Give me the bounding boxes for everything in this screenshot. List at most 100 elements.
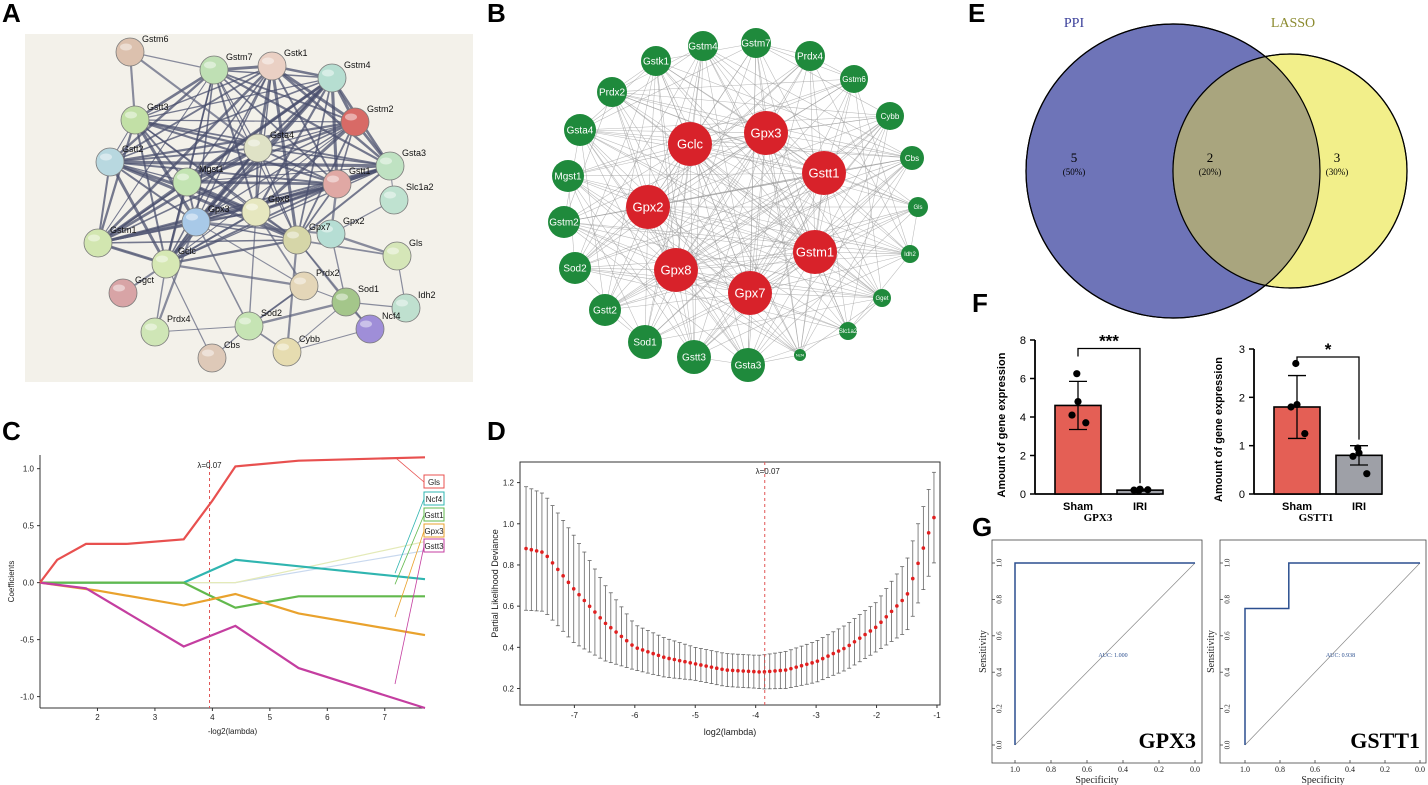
node-label-prdx4: Prdx4 <box>167 314 191 324</box>
node-label-ggct: Ggct <box>135 275 155 285</box>
y-tick-label: 0.4 <box>1224 667 1232 676</box>
gene-node-gstm2 <box>548 206 580 238</box>
y-tick-label: 0.2 <box>996 704 1004 713</box>
network-edge <box>702 45 751 294</box>
network-edge <box>165 211 257 265</box>
network-edge <box>655 60 801 356</box>
category-label-iri: IRI <box>1352 501 1366 513</box>
data-point <box>1074 398 1082 406</box>
x-tick-label: -3 <box>813 711 821 720</box>
data-point <box>1130 486 1138 494</box>
node-highlight <box>177 173 189 181</box>
x-tick-label: -5 <box>692 711 700 720</box>
deviance-point <box>910 576 915 581</box>
node-gsta4 <box>243 133 273 163</box>
deviance-point <box>783 668 788 672</box>
node-label-gstm2: Gstm2 <box>367 104 394 114</box>
network-edge <box>574 157 913 269</box>
gene-label-gstt2: Gstt2 <box>593 306 617 317</box>
network-edge <box>655 60 751 294</box>
gene-label-gsta4: Gsta4 <box>567 126 594 137</box>
network-edge <box>97 65 273 244</box>
deviance-point <box>545 554 550 559</box>
network-edge <box>655 60 677 271</box>
deviance-point <box>656 653 661 658</box>
node-cybb <box>272 337 302 367</box>
hub-node-gclc <box>668 122 712 166</box>
gene-label-gls: Gls <box>914 205 923 211</box>
network-edge <box>109 65 273 163</box>
network-edge <box>134 65 273 121</box>
roc-frame <box>991 539 1203 764</box>
network-edge <box>567 172 825 177</box>
bar-chart-title: GSTT1 <box>1299 512 1334 524</box>
node-highlight <box>113 284 125 292</box>
network-edge <box>814 157 913 253</box>
lambda-label: λ=0.07 <box>756 467 781 476</box>
y-tick-label: -0.5 <box>20 636 34 645</box>
gene-label-ncf4: Ncf4 <box>796 352 805 357</box>
node-highlight <box>380 157 392 165</box>
node-label-gpx8: Gpx8 <box>268 194 290 204</box>
network-edge <box>579 129 749 366</box>
network-edge <box>579 129 606 311</box>
node-gstm1 <box>83 228 113 258</box>
deviance-point <box>873 625 878 630</box>
y-tick-label: 0.0 <box>996 740 1004 749</box>
y-tick-label: 0.8 <box>996 595 1004 604</box>
gene-label-cbs: Cbs <box>905 154 919 163</box>
node-mgst1 <box>172 167 202 197</box>
hub-label-gstt1: Gstt1 <box>808 166 839 181</box>
deviance-point <box>826 654 830 658</box>
x-axis-label: Specificity <box>1301 775 1344 785</box>
deviance-point <box>571 587 576 591</box>
node-highlight <box>120 43 132 51</box>
network-edge <box>644 132 767 343</box>
network-edge <box>109 120 356 164</box>
coef-path-gstt3 <box>39 581 426 710</box>
x-axis-label: -log2(lambda) <box>208 727 258 736</box>
deviance-point <box>879 620 883 625</box>
y-tick-label: 0 <box>1020 489 1026 501</box>
network-edge <box>165 69 215 265</box>
x-tick-label: -6 <box>631 711 639 720</box>
node-label-gpx7: Gpx7 <box>309 222 331 232</box>
roc-frame <box>1219 539 1427 764</box>
network-edge <box>693 115 891 358</box>
node-highlight <box>145 323 157 331</box>
deviance-point <box>831 651 836 656</box>
panel-g-roc-curves: 0.0 0.2 0.4 0.6 0.8 1.0 1.0 0.8 0.6 0.4 0.2 0.0 Spec… <box>978 539 1427 785</box>
y-tick-label: 1.0 <box>996 558 1004 567</box>
network-edge <box>296 77 333 241</box>
node-prdx2 <box>289 271 319 301</box>
data-point <box>1073 370 1081 378</box>
legend-leader <box>394 530 425 618</box>
network-edge <box>647 206 751 294</box>
y-tick-label: 0.0 <box>23 579 35 588</box>
gene-label-prdx4: Prdx4 <box>797 52 824 63</box>
deviance-point <box>556 567 560 572</box>
y-tick-label: 0.8 <box>1224 595 1232 604</box>
deviance-point <box>799 663 804 668</box>
network-edge <box>765 132 883 299</box>
x-tick-label: 1.0 <box>1010 765 1020 774</box>
roc-gene-name: GSTT1 <box>1350 728 1420 753</box>
network-edge <box>702 45 919 208</box>
network-edge <box>213 69 356 123</box>
network-edge <box>567 175 751 294</box>
network-edge <box>693 45 704 358</box>
data-point <box>1301 429 1309 438</box>
network-edge <box>675 157 913 271</box>
network-edge <box>257 147 391 167</box>
legend-label-gstt3: Gstt3 <box>424 542 444 551</box>
y-tick-label: 0.6 <box>1224 631 1232 640</box>
node-label-gstk1: Gstk1 <box>284 48 308 58</box>
deviance-point <box>900 598 904 603</box>
network-edge <box>647 42 757 208</box>
deviance-point <box>630 643 634 647</box>
node-label-gstt3: Gstt3 <box>147 102 169 112</box>
data-point <box>1293 400 1301 409</box>
legend-box <box>423 474 445 489</box>
network-edge <box>611 91 749 366</box>
